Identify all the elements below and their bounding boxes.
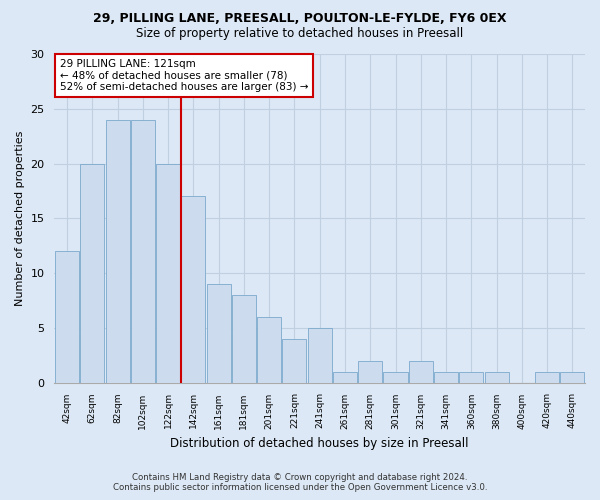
Bar <box>459 372 484 382</box>
Bar <box>106 120 130 382</box>
Bar <box>383 372 407 382</box>
Bar <box>181 196 205 382</box>
Text: Size of property relative to detached houses in Preesall: Size of property relative to detached ho… <box>136 28 464 40</box>
Bar <box>80 164 104 382</box>
Bar <box>535 372 559 382</box>
Bar <box>560 372 584 382</box>
X-axis label: Distribution of detached houses by size in Preesall: Distribution of detached houses by size … <box>170 437 469 450</box>
Text: Contains HM Land Registry data © Crown copyright and database right 2024.
Contai: Contains HM Land Registry data © Crown c… <box>113 473 487 492</box>
Bar <box>358 360 382 382</box>
Bar <box>156 164 180 382</box>
Text: 29 PILLING LANE: 121sqm
← 48% of detached houses are smaller (78)
52% of semi-de: 29 PILLING LANE: 121sqm ← 48% of detache… <box>60 59 308 92</box>
Bar <box>409 360 433 382</box>
Bar <box>308 328 332 382</box>
Bar <box>206 284 230 382</box>
Bar <box>232 295 256 382</box>
Bar <box>333 372 357 382</box>
Text: 29, PILLING LANE, PREESALL, POULTON-LE-FYLDE, FY6 0EX: 29, PILLING LANE, PREESALL, POULTON-LE-F… <box>93 12 507 26</box>
Bar <box>55 251 79 382</box>
Bar <box>257 317 281 382</box>
Y-axis label: Number of detached properties: Number of detached properties <box>15 130 25 306</box>
Bar <box>131 120 155 382</box>
Bar <box>485 372 509 382</box>
Bar <box>434 372 458 382</box>
Bar <box>283 339 307 382</box>
